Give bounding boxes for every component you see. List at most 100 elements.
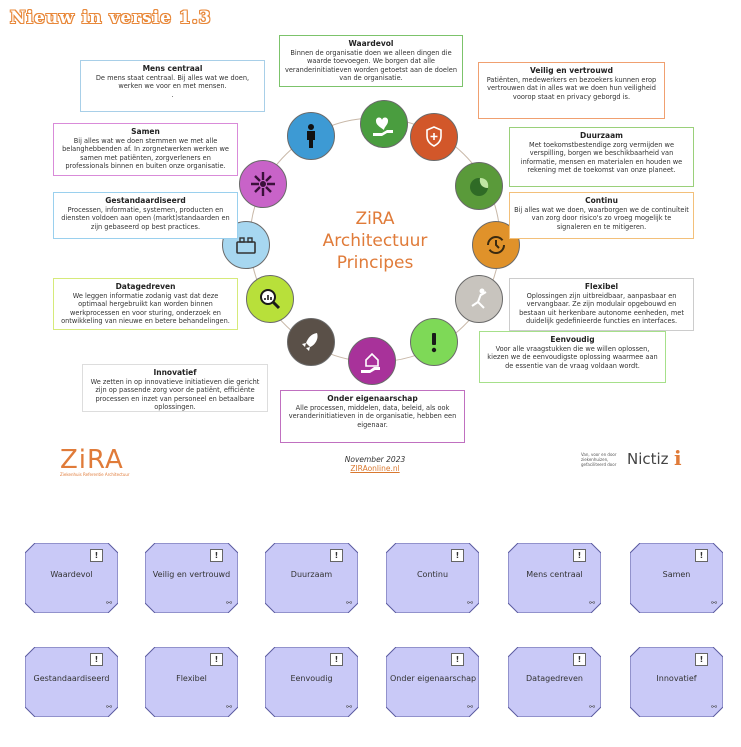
box-innovatief: Innovatief We zetten in op innovatieve i… bbox=[82, 364, 268, 412]
center-title: ZiRA Architectuur Principes bbox=[300, 208, 450, 274]
node-eenvoudig bbox=[410, 318, 458, 366]
nictiz-logo-mark: i bbox=[674, 446, 682, 470]
person-icon bbox=[307, 124, 315, 148]
principle-card-label: Gestandaardiseerd bbox=[33, 674, 110, 683]
zira-logo-subtitle: Ziekenhuis Referentie Architectuur bbox=[60, 472, 130, 477]
principle-icon: ! bbox=[330, 549, 343, 562]
earth-leaf-icon bbox=[470, 178, 489, 196]
principle-icon: ! bbox=[330, 653, 343, 666]
center-title-line-3: Principes bbox=[336, 253, 414, 273]
link-icon: ⚯ bbox=[226, 703, 232, 711]
box-text: We leggen informatie zodanig vast dat de… bbox=[61, 292, 230, 326]
principle-icon: ! bbox=[451, 549, 464, 562]
website-link[interactable]: ZIRAonline.nl bbox=[350, 464, 400, 473]
principle-card[interactable]: ! Waardevol ⚯ bbox=[25, 543, 118, 613]
box-heading: Datagedreven bbox=[115, 282, 176, 291]
link-icon: ⚯ bbox=[467, 599, 473, 607]
box-text: Binnen de organisatie doen we alleen din… bbox=[284, 49, 458, 83]
link-icon: ⚯ bbox=[711, 703, 717, 711]
building-blocks-icon bbox=[236, 237, 256, 254]
box-samen: Samen Bij alles wat we doen stemmen we m… bbox=[53, 123, 238, 176]
box-heading: Samen bbox=[131, 127, 160, 136]
publication-date: November 2023 bbox=[344, 455, 406, 464]
principle-icon: ! bbox=[573, 549, 586, 562]
exclamation-icon bbox=[431, 333, 437, 353]
principle-card[interactable]: ! Duurzaam ⚯ bbox=[265, 543, 358, 613]
box-heading: Gestandaardiseerd bbox=[105, 196, 186, 205]
box-continu: Continu Bij alles wat we doen, waarborge… bbox=[509, 192, 694, 239]
principle-card[interactable]: ! Veilig en vertrouwd ⚯ bbox=[145, 543, 238, 613]
node-mens-centraal bbox=[287, 112, 335, 160]
principle-card-label: Flexibel bbox=[176, 674, 207, 683]
link-icon: ⚯ bbox=[589, 599, 595, 607]
box-mens-centraal: Mens centraal De mens staat centraal. Bi… bbox=[80, 60, 265, 112]
principle-icon: ! bbox=[695, 549, 708, 562]
link-icon: ⚯ bbox=[226, 599, 232, 607]
box-text: De mens staat centraal. Bij alles wat we… bbox=[95, 74, 250, 91]
principle-card[interactable]: ! Gestandaardiseerd ⚯ bbox=[25, 647, 118, 717]
node-duurzaam bbox=[455, 162, 503, 210]
principle-icon: ! bbox=[90, 653, 103, 666]
link-icon: ⚯ bbox=[106, 599, 112, 607]
principle-card-label: Eenvoudig bbox=[290, 674, 333, 683]
box-text: Met toekomstbestendige zorg vermijden we… bbox=[520, 141, 683, 175]
box-text-extra: . bbox=[171, 90, 174, 99]
box-heading: Innovatief bbox=[153, 368, 197, 377]
box-eenvoudig: Eenvoudig Voor alle vraagstukken die we … bbox=[479, 331, 666, 383]
node-onder-eigenaarschap bbox=[348, 337, 396, 385]
date-block: November 2023 ZIRAonline.nl bbox=[320, 455, 430, 473]
principle-card-label: Continu bbox=[416, 570, 449, 579]
principle-icon: ! bbox=[210, 549, 223, 562]
link-icon: ⚯ bbox=[346, 703, 352, 711]
node-samen bbox=[239, 160, 287, 208]
node-datagedreven bbox=[246, 275, 294, 323]
principle-card-label: Mens centraal bbox=[526, 570, 583, 579]
box-datagedreven: Datagedreven We leggen informatie zodani… bbox=[53, 278, 238, 330]
principle-card[interactable]: ! Datagedreven ⚯ bbox=[508, 647, 601, 717]
principle-card-label: Waardevol bbox=[50, 570, 93, 579]
box-heading: Continu bbox=[585, 196, 618, 205]
shield-hand-icon bbox=[426, 126, 442, 147]
principle-card[interactable]: ! Innovatief ⚯ bbox=[630, 647, 723, 717]
node-innovatief bbox=[287, 318, 335, 366]
box-heading: Veilig en vertrouwd bbox=[530, 66, 613, 75]
zira-logo: ZiRA bbox=[60, 445, 124, 475]
principle-card[interactable]: ! Continu ⚯ bbox=[386, 543, 479, 613]
principle-card-label: Innovatief bbox=[656, 674, 697, 683]
center-title-line-1: ZiRA bbox=[355, 209, 395, 229]
link-icon: ⚯ bbox=[106, 703, 112, 711]
principle-icon: ! bbox=[451, 653, 464, 666]
principle-icon: ! bbox=[210, 653, 223, 666]
page-title: Nieuw in versie 1.3 bbox=[10, 8, 212, 28]
box-text: Bij alles wat we doen stemmen we met all… bbox=[62, 137, 229, 171]
principle-card-label: Veilig en vertrouwd bbox=[152, 570, 231, 579]
principle-card-label: Datagedreven bbox=[526, 674, 583, 683]
box-text: Bij alles wat we doen, waarborgen we de … bbox=[514, 206, 689, 231]
box-gestandaardiseerd: Gestandaardiseerd Processen, informatie,… bbox=[53, 192, 238, 239]
box-onder-eigenaarschap: Onder eigenaarschap Alle processen, midd… bbox=[280, 390, 465, 443]
house-hand-icon bbox=[361, 352, 380, 373]
principle-icon: ! bbox=[695, 653, 708, 666]
node-waardevol bbox=[360, 100, 408, 148]
principle-card[interactable]: ! Onder eigenaarschap ⚯ bbox=[386, 647, 479, 717]
principle-card[interactable]: ! Flexibel ⚯ bbox=[145, 647, 238, 717]
principle-icon: ! bbox=[573, 653, 586, 666]
principle-card[interactable]: ! Samen ⚯ bbox=[630, 543, 723, 613]
box-waardevol: Waardevol Binnen de organisatie doen we … bbox=[279, 35, 463, 87]
principle-card[interactable]: ! Mens centraal ⚯ bbox=[508, 543, 601, 613]
box-heading: Mens centraal bbox=[142, 64, 203, 73]
principle-card[interactable]: ! Eenvoudig ⚯ bbox=[265, 647, 358, 717]
link-icon: ⚯ bbox=[346, 599, 352, 607]
principle-card-label: Samen bbox=[662, 570, 691, 579]
box-text: Oplossingen zijn uitbreidbaar, aanpasbaa… bbox=[519, 292, 684, 326]
box-veilig-en-vertrouwd: Veilig en vertrouwd Patiënten, medewerke… bbox=[478, 62, 665, 119]
link-icon: ⚯ bbox=[711, 599, 717, 607]
box-heading: Eenvoudig bbox=[550, 335, 595, 344]
chart-magnifier-icon bbox=[260, 289, 281, 310]
box-heading: Onder eigenaarschap bbox=[327, 394, 418, 403]
box-text: Patiënten, medewerkers en bezoekers kunn… bbox=[486, 76, 657, 101]
heart-hand-icon bbox=[373, 117, 393, 136]
node-flexibel bbox=[455, 275, 503, 323]
box-duurzaam: Duurzaam Met toekomstbestendige zorg ver… bbox=[509, 127, 694, 187]
box-heading: Flexibel bbox=[584, 282, 619, 291]
